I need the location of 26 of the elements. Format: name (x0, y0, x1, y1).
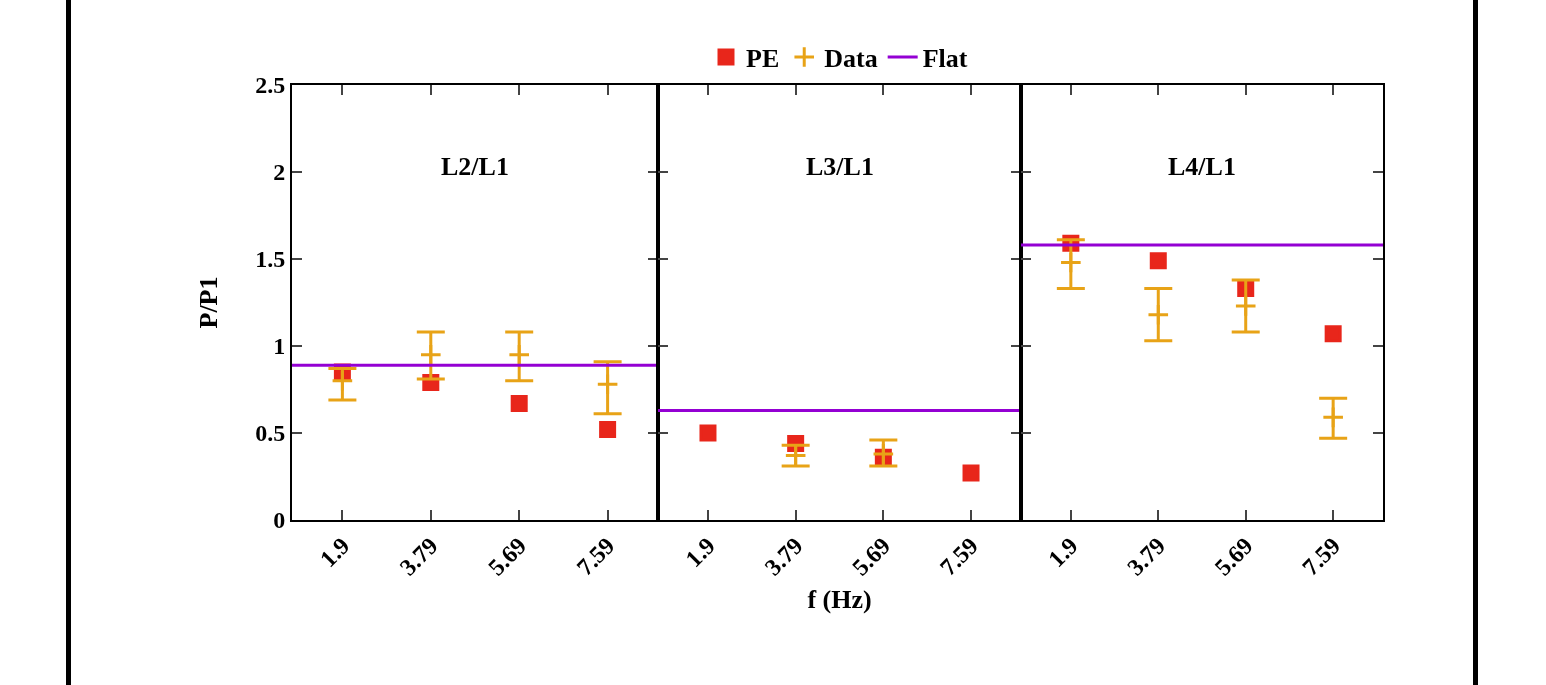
x-tick-label: 3.79 (759, 532, 808, 581)
x-tick-label: 5.69 (1209, 532, 1258, 581)
x-tick-label: 5.69 (847, 532, 896, 581)
text: L2/L1 (441, 152, 509, 181)
y-tick-label: 2 (273, 159, 286, 186)
x-tick-label: 7.59 (934, 532, 984, 581)
text: L4/L1 (1168, 152, 1236, 181)
x-tick-label: 1.9 (680, 532, 720, 573)
legend-label: Flat (922, 44, 968, 74)
y-tick-label: 1 (273, 333, 286, 360)
y-tick-label: 2.5 (255, 72, 286, 99)
text: L3/L1 (806, 152, 874, 181)
x-tick-label: 3.79 (1122, 532, 1171, 581)
y-axis-title: P/P1 (194, 276, 224, 329)
y-tick-label: 1.5 (255, 246, 286, 273)
x-tick-label: 5.69 (483, 532, 532, 581)
legend-label: PE (746, 44, 780, 74)
y-tick-label: 0.5 (255, 420, 286, 447)
x-axis-title: f (Hz) (807, 584, 872, 614)
y-tick-label: 0 (273, 507, 286, 534)
x-tick-label: 1.9 (1043, 532, 1083, 573)
x-tick-label: 7.59 (1297, 532, 1346, 581)
x-tick-label: 7.59 (571, 532, 620, 581)
legend-label: Data (824, 44, 878, 74)
x-tick-label: 1.9 (314, 532, 355, 573)
x-tick-label: 3.79 (394, 532, 443, 581)
